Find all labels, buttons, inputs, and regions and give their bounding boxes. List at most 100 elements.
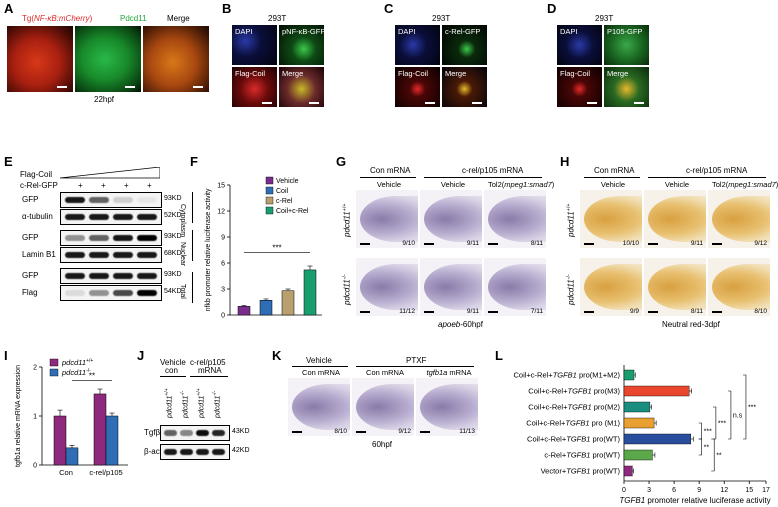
column-label: Con mRNA xyxy=(366,368,404,377)
bar xyxy=(623,449,653,461)
panel-b-image-merge: Merge xyxy=(279,67,324,107)
y-tick-label: 9 xyxy=(221,235,225,242)
scale-bar xyxy=(712,243,722,245)
scale-bar xyxy=(360,311,370,313)
scale-bar xyxy=(424,243,434,245)
significance-label: ** xyxy=(704,445,710,452)
row-label: pdcd11-/- xyxy=(566,274,576,305)
panel-c-image-flag: Flag-Coil xyxy=(395,67,440,107)
y-tick-label: Coil+c-Rel+TGFB1 pro(M3) xyxy=(528,387,620,396)
group-label-vehicle: Vehicle xyxy=(306,356,332,365)
panel-d-image-flag: Flag-Coil xyxy=(557,67,602,107)
y-tick-label: Coil+c-Rel+TGFB1 pro (M1) xyxy=(526,419,620,428)
embryo-image: 9/11 xyxy=(420,258,482,316)
scale-bar xyxy=(584,311,594,313)
lane-label: pdcd11+/+ xyxy=(164,388,174,418)
panel-letter-b: B xyxy=(222,1,232,16)
embryo-image: 8/11 xyxy=(644,258,706,316)
significance-bracket xyxy=(711,438,715,472)
group-label-crel: c-rel/p105 xyxy=(190,358,226,367)
blot-band xyxy=(65,290,85,296)
panel-d-image-merge: Merge xyxy=(604,67,649,107)
column-label: tgfb1a mRNA xyxy=(426,368,472,377)
scale-bar xyxy=(360,243,370,245)
panel-l-chart: 0 3 6 9 12 15 17 TGFB1 promoter relative lucife… xyxy=(514,365,771,505)
lane-label: pdcd11+/+ xyxy=(196,388,206,418)
x-tick-label: 3 xyxy=(647,487,651,494)
lane-label: pdcd11-/- xyxy=(212,390,222,418)
embryo-body xyxy=(712,196,770,242)
panel-e-plus-1: + xyxy=(78,181,83,190)
x-tick-label: c-rel/p105 xyxy=(89,468,122,477)
legend-swatch xyxy=(265,186,274,195)
group-underline xyxy=(584,177,640,178)
panel-d-cell-line: 293T xyxy=(595,14,614,23)
panel-e-gradient-wedge xyxy=(60,167,160,179)
embryo-count: 9/9 xyxy=(629,308,639,315)
scale-bar xyxy=(712,311,722,313)
panel-letter-f: F xyxy=(190,154,198,169)
legend-swatch xyxy=(265,176,274,185)
embryo-body xyxy=(360,264,418,310)
blot-band xyxy=(180,430,193,436)
panel-b-image-gfp: pNF-κB-GFP xyxy=(279,25,324,65)
blot-band xyxy=(113,252,133,258)
embryo-image: 8/11 xyxy=(484,190,546,248)
embryo-count: 9/10 xyxy=(402,240,415,247)
blot-strip xyxy=(60,268,162,284)
scale-bar xyxy=(584,243,594,245)
blot-strip xyxy=(60,247,162,263)
embryo-body xyxy=(488,264,546,310)
blot-protein-label: GFP xyxy=(22,233,39,242)
y-tick-label: 3 xyxy=(221,287,225,294)
blot-size-label: 52KD xyxy=(164,212,182,219)
blot-band xyxy=(113,290,133,296)
blot-protein-label: β-actin xyxy=(144,447,169,456)
panel-a-timepoint: 22hpf xyxy=(94,95,115,104)
embryo-body xyxy=(424,264,482,310)
blot-band xyxy=(65,235,85,241)
legend-label: Vehicle xyxy=(276,178,299,185)
embryo-count: 8/10 xyxy=(334,428,347,435)
embryo-image: 11/13 xyxy=(416,378,478,436)
panel-letter-d: D xyxy=(547,1,557,16)
embryo-image: 8/10 xyxy=(288,378,350,436)
blot-band xyxy=(65,252,85,258)
blot-size-label: 54KD xyxy=(164,288,182,295)
column-label: Tol2(mpeg1:smad7) xyxy=(712,180,778,189)
panel-f-chart: 0 3 6 9 12 15 nfkb promoter relative luciferas… xyxy=(205,176,322,320)
panel-letter-a: A xyxy=(4,1,14,16)
bar xyxy=(65,447,79,466)
bar xyxy=(237,306,251,316)
embryo-count: 9/12 xyxy=(398,428,411,435)
scale-bar xyxy=(488,311,498,313)
group-underline xyxy=(356,366,474,367)
row-label: pdcd11+/+ xyxy=(342,203,352,237)
panel-b-cell-line: 293T xyxy=(268,14,287,23)
legend-label: pdcd11-/- xyxy=(61,368,91,377)
panel-letter-j: J xyxy=(137,348,145,363)
blot-band xyxy=(113,197,133,203)
embryo-image: 9/11 xyxy=(420,190,482,248)
embryo-image: 9/12 xyxy=(352,378,414,436)
embryo-image: 9/10 xyxy=(356,190,418,248)
bar xyxy=(93,393,107,466)
significance-bracket xyxy=(727,390,732,440)
embryo-image: 7/11 xyxy=(484,258,546,316)
y-tick-label: 0 xyxy=(33,463,37,470)
scale-bar xyxy=(424,311,434,313)
embryo-image: 8/10 xyxy=(708,258,770,316)
bar xyxy=(623,465,633,477)
bar xyxy=(53,415,67,466)
blot-band xyxy=(65,273,85,279)
group-underline xyxy=(424,177,542,178)
y-axis-label: tgfb1a relative mRNA expression xyxy=(15,365,22,467)
y-tick-label: 6 xyxy=(221,261,225,268)
blot-size-label: 42KD xyxy=(232,447,250,454)
y-tick-label: 12 xyxy=(217,209,225,216)
panel-letter-g: G xyxy=(336,154,347,169)
x-axis-label: TGFB1 promoter relative luciferase activ… xyxy=(619,496,770,505)
column-label: Tol2(mpeg1:smad7) xyxy=(488,180,555,189)
significance-label: n.s xyxy=(733,413,743,420)
panel-e-plus-3: + xyxy=(124,181,129,190)
